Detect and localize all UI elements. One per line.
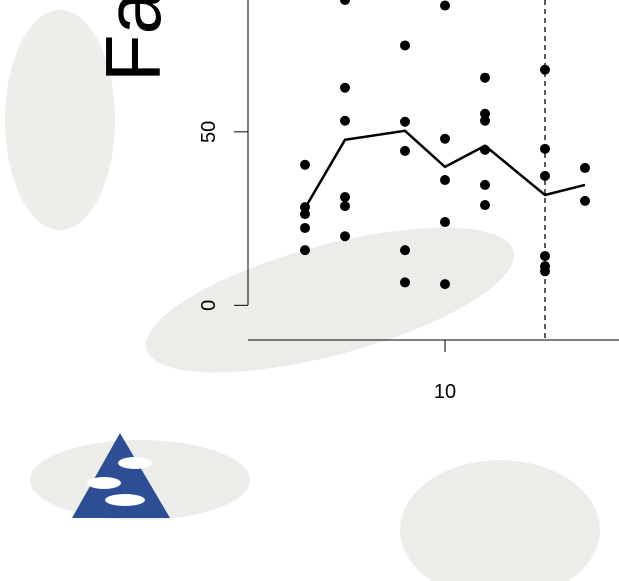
point — [340, 231, 350, 242]
point — [440, 217, 450, 228]
point — [440, 279, 450, 290]
point — [440, 175, 450, 186]
point — [340, 192, 350, 203]
point — [480, 179, 490, 190]
point — [400, 40, 410, 51]
point — [400, 145, 410, 156]
chart-title: Fa — [89, 0, 177, 82]
trend-line — [303, 129, 586, 209]
point — [400, 277, 410, 288]
point — [580, 195, 590, 206]
point — [340, 201, 350, 212]
point — [440, 0, 450, 11]
point — [340, 115, 350, 126]
point — [480, 200, 490, 211]
point — [540, 251, 550, 262]
point — [580, 162, 590, 173]
point — [300, 222, 310, 233]
point — [540, 266, 550, 277]
logo — [72, 433, 170, 518]
point — [480, 108, 490, 119]
point — [340, 82, 350, 93]
point — [540, 143, 550, 154]
point — [340, 0, 350, 5]
x-tick-label: 10 — [434, 381, 456, 403]
point — [300, 159, 310, 170]
point — [480, 144, 490, 155]
point — [300, 209, 310, 220]
y-tick-label: 0 — [198, 300, 220, 311]
point — [480, 72, 490, 83]
point — [400, 245, 410, 256]
point — [480, 115, 490, 126]
point — [440, 133, 450, 144]
point — [540, 64, 550, 75]
point — [300, 202, 310, 213]
point — [540, 170, 550, 181]
point — [400, 116, 410, 127]
y-tick-label: 50 — [198, 121, 220, 143]
point — [300, 245, 310, 256]
